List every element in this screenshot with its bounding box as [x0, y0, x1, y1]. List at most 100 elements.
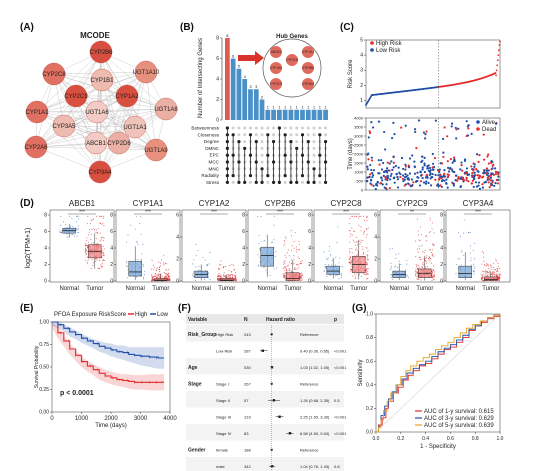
survival-time-point	[482, 175, 485, 178]
network-edge	[95, 51, 102, 144]
survival-time-point	[428, 166, 432, 170]
box-jitter-point	[483, 273, 485, 275]
box-jitter-point	[359, 243, 361, 245]
box-jitter-point	[366, 219, 368, 221]
box-jitter-point	[259, 256, 261, 258]
box-y-tick-label: 0	[440, 279, 443, 285]
b-y-tick-label: 8	[216, 36, 219, 42]
box-jitter-point	[283, 275, 285, 277]
box-jitter-point	[498, 279, 500, 281]
box-jitter-point	[152, 276, 154, 278]
box-jitter-point	[235, 277, 237, 279]
survival-time-point	[384, 148, 387, 151]
survival-time-point	[431, 168, 435, 171]
g-y-tick-label: 0.6	[366, 359, 373, 365]
box-jitter-point	[350, 215, 352, 217]
box-jitter-point	[391, 277, 393, 279]
survival-time-point	[395, 172, 398, 175]
survival-time-point	[432, 162, 435, 165]
box-jitter-point	[168, 273, 170, 275]
survival-time-point	[447, 170, 451, 173]
box-jitter-point	[497, 279, 499, 281]
box-jitter-point	[60, 215, 62, 217]
box-jitter-point	[455, 273, 457, 275]
box-y-tick-label: 2	[176, 257, 179, 263]
box-jitter-point	[127, 266, 129, 268]
network-edge	[36, 111, 101, 173]
network-edge	[35, 108, 167, 148]
risk-score-point	[496, 64, 499, 67]
survival-time-point	[451, 170, 454, 173]
survival-time-point	[434, 173, 437, 177]
survival-time-point	[366, 176, 369, 179]
c-bottom-legend-swatch	[476, 120, 480, 124]
upset-bar	[317, 109, 323, 120]
box-jitter-point	[360, 239, 362, 241]
survival-time-point	[459, 185, 463, 188]
box-panel-frame	[247, 209, 313, 283]
survival-time-point	[486, 178, 489, 181]
box-jitter-point	[353, 215, 356, 217]
box-jitter-point	[495, 273, 497, 275]
box-jitter-point	[153, 276, 155, 278]
box-jitter-point	[96, 215, 98, 217]
box-jitter-point	[93, 218, 95, 220]
c-top-tick-label: 1	[360, 98, 363, 104]
survival-time-point	[491, 167, 494, 170]
box-jitter-point	[353, 230, 355, 232]
box-y-tick-label: 6	[242, 229, 245, 235]
box-jitter-point	[395, 257, 397, 260]
box-jitter-point	[84, 242, 87, 244]
box-jitter-point	[142, 243, 144, 245]
box-jitter-point	[339, 257, 341, 259]
box-jitter-point	[415, 273, 417, 275]
box-jitter-point	[350, 271, 352, 273]
box-jitter-point	[353, 239, 355, 241]
c-top-tick-label: 3	[360, 68, 363, 74]
upset-matrix-dot	[306, 133, 310, 137]
survival-time-point	[407, 165, 411, 169]
survival-time-point	[383, 130, 386, 134]
survival-time-point	[385, 169, 388, 172]
box-jitter-point	[99, 232, 101, 234]
box-y-tick-label: 0	[44, 279, 47, 285]
box-jitter-point	[431, 254, 433, 256]
risk-score-point	[496, 59, 499, 62]
box-jitter-point	[235, 278, 237, 280]
box-jitter-point	[159, 270, 161, 272]
box-panel-frame	[115, 209, 181, 283]
box-jitter-point	[297, 267, 299, 269]
f-pvalue: <0.001	[334, 414, 347, 419]
box-jitter-point	[228, 269, 230, 272]
upset-combo-dot	[225, 160, 229, 164]
e-y-tick-label: 1.00	[39, 320, 49, 326]
survival-time-point	[473, 178, 476, 181]
survival-time-point	[382, 174, 385, 177]
box-jitter-point	[284, 277, 287, 279]
survival-time-point	[467, 127, 470, 130]
survival-time-point	[477, 170, 480, 173]
box-jitter-point	[482, 252, 485, 254]
box-jitter-point	[457, 232, 459, 234]
box-jitter-point	[87, 215, 89, 217]
c-bottom-ylabel: Time (days)	[348, 138, 354, 169]
box-jitter-point	[72, 226, 74, 228]
box-jitter-point	[198, 269, 200, 271]
box-jitter-point	[349, 217, 351, 220]
survival-time-point	[415, 147, 418, 150]
box-jitter-point	[219, 264, 221, 266]
box-jitter-point	[414, 275, 416, 277]
box-jitter-point	[364, 219, 366, 221]
survival-time-point	[428, 170, 431, 173]
box-jitter-point	[491, 273, 493, 275]
survival-time-point	[491, 160, 494, 163]
box-jitter-point	[219, 276, 221, 278]
box-jitter-point	[433, 232, 435, 234]
survival-time-point	[377, 172, 380, 175]
box-jitter-point	[290, 229, 292, 232]
survival-time-point	[370, 168, 373, 172]
e-x-tick-label: 1000	[75, 416, 89, 422]
network-node	[84, 131, 108, 155]
survival-time-point	[475, 167, 478, 171]
